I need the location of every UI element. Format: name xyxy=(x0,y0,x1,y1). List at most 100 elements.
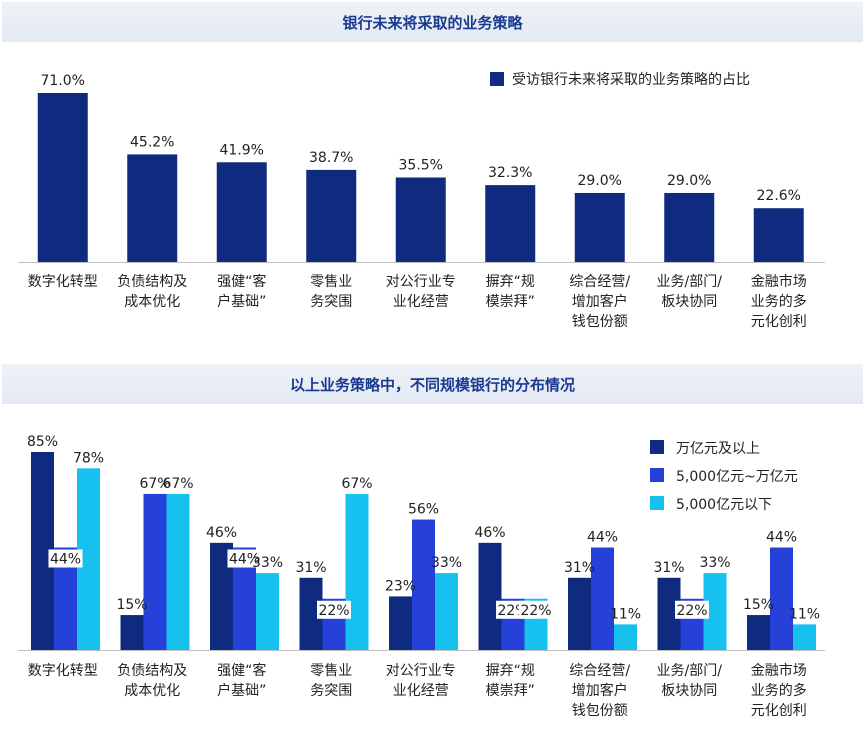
chart2-bar-1-series-2 xyxy=(54,547,77,650)
chart1-title: 银行未来将采取的业务策略 xyxy=(342,13,523,32)
chart1-bar-6 xyxy=(485,185,536,262)
chart2-bar-1-series-1 xyxy=(31,452,54,650)
chart1-value-label-6: 32.3% xyxy=(488,165,532,181)
chart2-category-label-3-2: 户基础” xyxy=(217,682,266,699)
chart2-bar-8-series-1 xyxy=(657,577,681,650)
chart2-bar-7-series-1 xyxy=(568,577,591,650)
chart2-value-label-7-series-2: 44% xyxy=(587,530,618,546)
chart1-bar-3 xyxy=(216,162,267,262)
chart2-category-label-9-3: 元化创利 xyxy=(751,703,807,719)
chart2-value-label-8-series-2: 22% xyxy=(676,603,707,619)
chart1-bar-7 xyxy=(574,192,625,262)
chart2-value-label-5-series-3: 33% xyxy=(431,555,462,571)
chart2-value-label-2-series-2: 67% xyxy=(139,476,170,492)
chart2-bar-3-series-3 xyxy=(256,573,279,650)
chart2-value-label-bg-3-series-2 xyxy=(227,549,262,568)
chart2-value-label-2-series-3: 67% xyxy=(162,476,193,492)
chart1-category-label-8-2: 板块协同 xyxy=(661,294,717,310)
chart2-bar-5-series-2 xyxy=(412,519,435,650)
chart2-category-label-8-2: 板块协同 xyxy=(661,683,717,699)
chart2-bar-2-series-2 xyxy=(143,493,167,650)
chart2-value-label-5-series-1: 23% xyxy=(385,578,416,594)
chart1-bar-2 xyxy=(127,154,178,262)
chart1-category-label-6-1: 摒弃“规 xyxy=(486,274,535,290)
chart2-bar-4-series-1 xyxy=(299,577,323,650)
chart1-bar-5 xyxy=(395,177,446,262)
chart1-category-label-5-1: 对公行业专 xyxy=(386,274,456,290)
chart2-bar-9-series-1 xyxy=(747,615,770,650)
chart1-value-label-4: 38.7% xyxy=(309,150,353,166)
chart1-category-label-6-2: 模崇拜” xyxy=(486,294,535,310)
chart1-value-label-7: 29.0% xyxy=(578,173,622,189)
chart2-value-label-7-series-1: 31% xyxy=(564,560,595,576)
chart2-title-banner: 以上业务策略中，不同规模银行的分布情况 xyxy=(2,364,863,404)
chart1-category-label-3-2: 户基础” xyxy=(217,293,266,310)
chart2-value-label-4-series-3: 67% xyxy=(341,476,372,492)
chart2-bar-6-series-1 xyxy=(478,542,502,650)
chart2-category-label-4-2: 务突围 xyxy=(310,683,352,699)
chart2-category-label-9-2: 业务的多 xyxy=(751,682,807,699)
chart1-bar-4 xyxy=(306,169,357,262)
chart2-value-label-4-series-2: 22% xyxy=(318,603,349,619)
chart2-value-label-2-series-1: 15% xyxy=(116,597,147,613)
chart2-category-label-8-1: 业务/部门/ xyxy=(657,663,723,679)
chart2-bar-2-series-1 xyxy=(120,615,144,650)
chart2-category-label-5-1: 对公行业专 xyxy=(386,663,456,679)
chart2-bar-4-series-3 xyxy=(345,493,369,650)
chart2-value-label-3-series-3: 33% xyxy=(252,555,283,571)
chart2-value-label-9-series-2: 44% xyxy=(766,530,797,546)
chart2-title: 以上业务策略中，不同规模银行的分布情况 xyxy=(289,375,575,394)
chart2-value-label-1-series-2: 44% xyxy=(50,552,81,568)
chart2-value-label-1-series-3: 78% xyxy=(73,450,104,466)
chart2-category-label-4-1: 零售业 xyxy=(310,663,352,679)
chart1-bar-8 xyxy=(664,192,715,262)
chart1-category-label-3-1: 强健“客 xyxy=(217,273,266,290)
chart1-category-label-7-2: 增加客户 xyxy=(572,293,628,310)
chart1-category-label-1-1: 数字化转型 xyxy=(28,274,98,290)
chart1-value-label-2: 45.2% xyxy=(130,134,174,150)
chart2-value-label-bg-1-series-2 xyxy=(48,549,83,568)
chart1-category-label-4-2: 务突围 xyxy=(310,294,352,310)
chart2-category-label-6-1: 摒弃“规 xyxy=(486,663,535,679)
chart1-title-banner: 银行未来将采取的业务策略 xyxy=(2,2,863,42)
chart2-value-label-4-series-1: 31% xyxy=(295,560,326,576)
chart2-legend-swatch-3 xyxy=(650,496,664,510)
chart1-category-label-5-2: 业化经营 xyxy=(393,294,449,310)
chart2-bar-7-series-3 xyxy=(614,624,637,650)
chart2-value-label-bg-6-series-3 xyxy=(519,600,553,619)
chart1-value-label-8: 29.0% xyxy=(667,173,711,189)
chart1-category-label-9-3: 元化创利 xyxy=(751,314,807,330)
chart2-value-label-6-series-1: 46% xyxy=(474,525,505,541)
chart2-bar-9-series-3 xyxy=(793,624,816,650)
chart1-category-label-9-2: 业务的多 xyxy=(751,293,807,310)
chart1-value-label-3: 41.9% xyxy=(220,142,264,158)
chart2-bar-2-series-3 xyxy=(166,493,190,650)
chart2-bar-1-series-3 xyxy=(77,468,100,650)
chart2-category-label-9-1: 金融市场 xyxy=(751,662,807,679)
chart2-bar-5-series-3 xyxy=(435,573,458,650)
chart2-legend-label-3: 5,000亿元以下 xyxy=(676,497,772,513)
chart2-legend-swatch-2 xyxy=(650,468,664,482)
chart2-value-label-6-series-3: 22% xyxy=(520,603,551,619)
chart2-category-label-5-2: 业化经营 xyxy=(393,683,449,699)
chart2-category-label-2-1: 负债结构及 xyxy=(117,663,187,679)
chart2-value-label-3-series-1: 46% xyxy=(206,525,237,541)
chart1-value-label-5: 35.5% xyxy=(399,158,443,174)
chart2-value-label-3-series-2: 44% xyxy=(229,552,260,568)
chart2-category-label-7-1: 综合经营/ xyxy=(569,663,630,679)
chart2-category-label-7-2: 增加客户 xyxy=(572,682,628,699)
chart2-value-label-5-series-2: 56% xyxy=(408,502,439,518)
chart1-category-label-8-1: 业务/部门/ xyxy=(657,274,723,290)
chart2-value-label-8-series-1: 31% xyxy=(653,560,684,576)
chart2-legend-label-2: 5,000亿元~万亿元 xyxy=(676,469,798,485)
chart2-value-label-1-series-1: 85% xyxy=(27,434,58,450)
chart1-value-label-9: 22.6% xyxy=(757,188,801,204)
chart1-category-label-2-1: 负债结构及 xyxy=(117,274,187,290)
chart1-legend-label: 受访银行未来将采取的业务策略的占比 xyxy=(512,71,750,88)
chart2-value-label-7-series-3: 11% xyxy=(610,606,641,622)
chart2-bar-3-series-1 xyxy=(210,542,233,650)
chart2-category-label-6-2: 模崇拜” xyxy=(486,683,535,699)
chart2-value-label-9-series-1: 15% xyxy=(743,597,774,613)
